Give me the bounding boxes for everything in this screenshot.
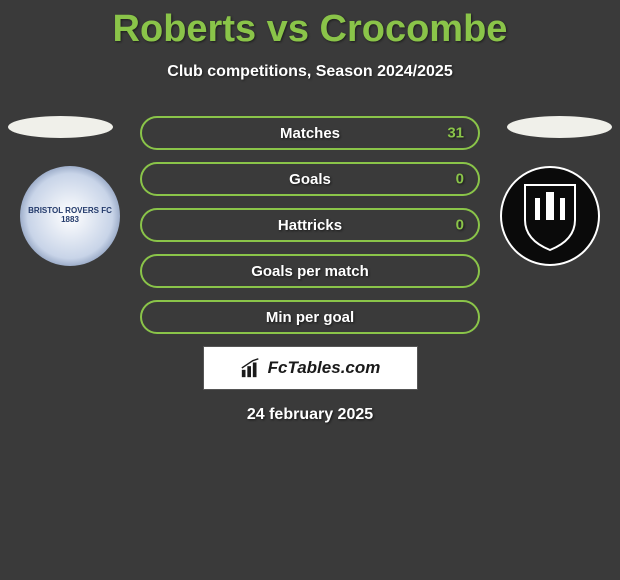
stat-row-min-per-goal: Min per goal — [140, 300, 480, 334]
brand-text: FcTables.com — [268, 358, 381, 378]
club-badge-left: BRISTOL ROVERS FC 1883 — [20, 166, 120, 266]
stats-list: Matches 31 Goals 0 Hattricks 0 Goals per… — [140, 116, 480, 334]
stat-value-right: 31 — [447, 125, 464, 142]
stat-label: Goals per match — [251, 263, 369, 280]
club-badge-right — [500, 166, 600, 266]
stat-row-hattricks: Hattricks 0 — [140, 208, 480, 242]
page-title: Roberts vs Crocombe — [0, 0, 620, 51]
stat-label: Matches — [280, 125, 340, 142]
shield-badge-icon — [500, 166, 600, 266]
player-left-ellipse — [8, 116, 113, 138]
stat-label: Goals — [289, 171, 331, 188]
brand-attribution: FcTables.com — [203, 346, 418, 390]
stat-value-right: 0 — [456, 217, 464, 234]
stat-row-goals-per-match: Goals per match — [140, 254, 480, 288]
date-text: 24 february 2025 — [0, 406, 620, 424]
bristol-rovers-badge-icon: BRISTOL ROVERS FC 1883 — [20, 166, 120, 266]
stat-label: Hattricks — [278, 217, 342, 234]
badge-left-text: BRISTOL ROVERS FC 1883 — [20, 203, 120, 229]
bar-chart-icon — [240, 357, 262, 379]
stat-row-goals: Goals 0 — [140, 162, 480, 196]
stat-row-matches: Matches 31 — [140, 116, 480, 150]
stat-label: Min per goal — [266, 309, 354, 326]
player-right-ellipse — [507, 116, 612, 138]
stat-value-right: 0 — [456, 171, 464, 188]
subtitle: Club competitions, Season 2024/2025 — [0, 63, 620, 81]
comparison-row: BRISTOL ROVERS FC 1883 Matches 31 Goals … — [0, 116, 620, 334]
